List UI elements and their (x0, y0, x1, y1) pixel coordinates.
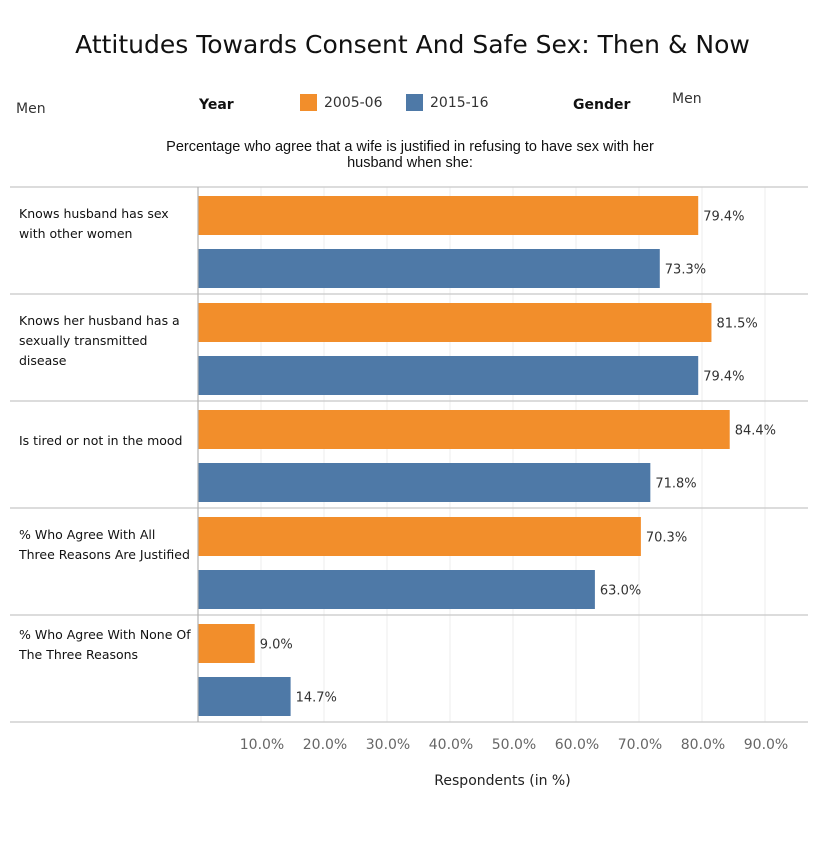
bar-2015-16-3 (198, 570, 595, 609)
category-label: Knows her husband has a sexually transmi… (19, 313, 180, 368)
bar-value-label: 63.0% (600, 584, 641, 599)
legend-item-2005-06[interactable]: 2005-06 (300, 94, 383, 111)
x-axis-title: Respondents (in %) (434, 773, 571, 789)
gender-filter-value-left[interactable]: Men (16, 101, 46, 117)
bar-2005-06-4 (198, 624, 255, 663)
x-tick-label: 20.0% (303, 737, 347, 753)
legend-item-2015-16[interactable]: 2015-16 (406, 94, 489, 111)
x-tick-label: 10.0% (240, 737, 284, 753)
bar-value-label: 9.0% (260, 638, 293, 653)
bar-2005-06-1 (198, 303, 712, 342)
bar-value-label: 81.5% (716, 317, 757, 332)
x-tick-label: 40.0% (429, 737, 473, 753)
bar-value-label: 79.4% (703, 210, 744, 225)
bar-2015-16-1 (198, 356, 699, 395)
x-tick-label: 30.0% (366, 737, 410, 753)
bar-2005-06-3 (198, 517, 641, 556)
x-tick-label: 70.0% (618, 737, 662, 753)
bar-2005-06-0 (198, 196, 699, 235)
bar-2015-16-4 (198, 677, 291, 716)
legend-swatch-2015-16 (406, 94, 423, 111)
category-label: % Who Agree With None Of The Three Reaso… (19, 627, 191, 662)
bar-value-label: 84.4% (735, 424, 776, 439)
category-label: Knows husband has sex with other women (19, 206, 169, 241)
legend-swatch-2005-06 (300, 94, 317, 111)
bar-2015-16-2 (198, 463, 651, 502)
year-filter-label: Year (199, 97, 234, 113)
legend-label-2015-16: 2015-16 (430, 94, 489, 111)
x-tick-label: 60.0% (555, 737, 599, 753)
bar-2015-16-0 (198, 249, 660, 288)
bar-value-label: 71.8% (655, 477, 696, 492)
gender-filter-value-right[interactable]: Men (672, 91, 702, 107)
x-tick-label: 80.0% (681, 737, 725, 753)
bar-value-label: 73.3% (665, 263, 706, 278)
x-tick-label: 50.0% (492, 737, 536, 753)
bar-value-label: 70.3% (646, 531, 687, 546)
category-label: % Who Agree With All Three Reasons Are J… (19, 527, 190, 562)
x-tick-label: 90.0% (744, 737, 788, 753)
bar-value-label: 14.7% (296, 691, 337, 706)
chart-subtitle: Percentage who agree that a wife is just… (166, 139, 654, 171)
gender-filter-label: Gender (573, 97, 631, 113)
chart-title: Attitudes Towards Consent And Safe Sex: … (75, 30, 750, 59)
bar-value-label: 79.4% (703, 370, 744, 385)
category-label: Is tired or not in the mood (19, 433, 183, 448)
bar-2005-06-2 (198, 410, 730, 449)
legend-label-2005-06: 2005-06 (324, 94, 383, 111)
